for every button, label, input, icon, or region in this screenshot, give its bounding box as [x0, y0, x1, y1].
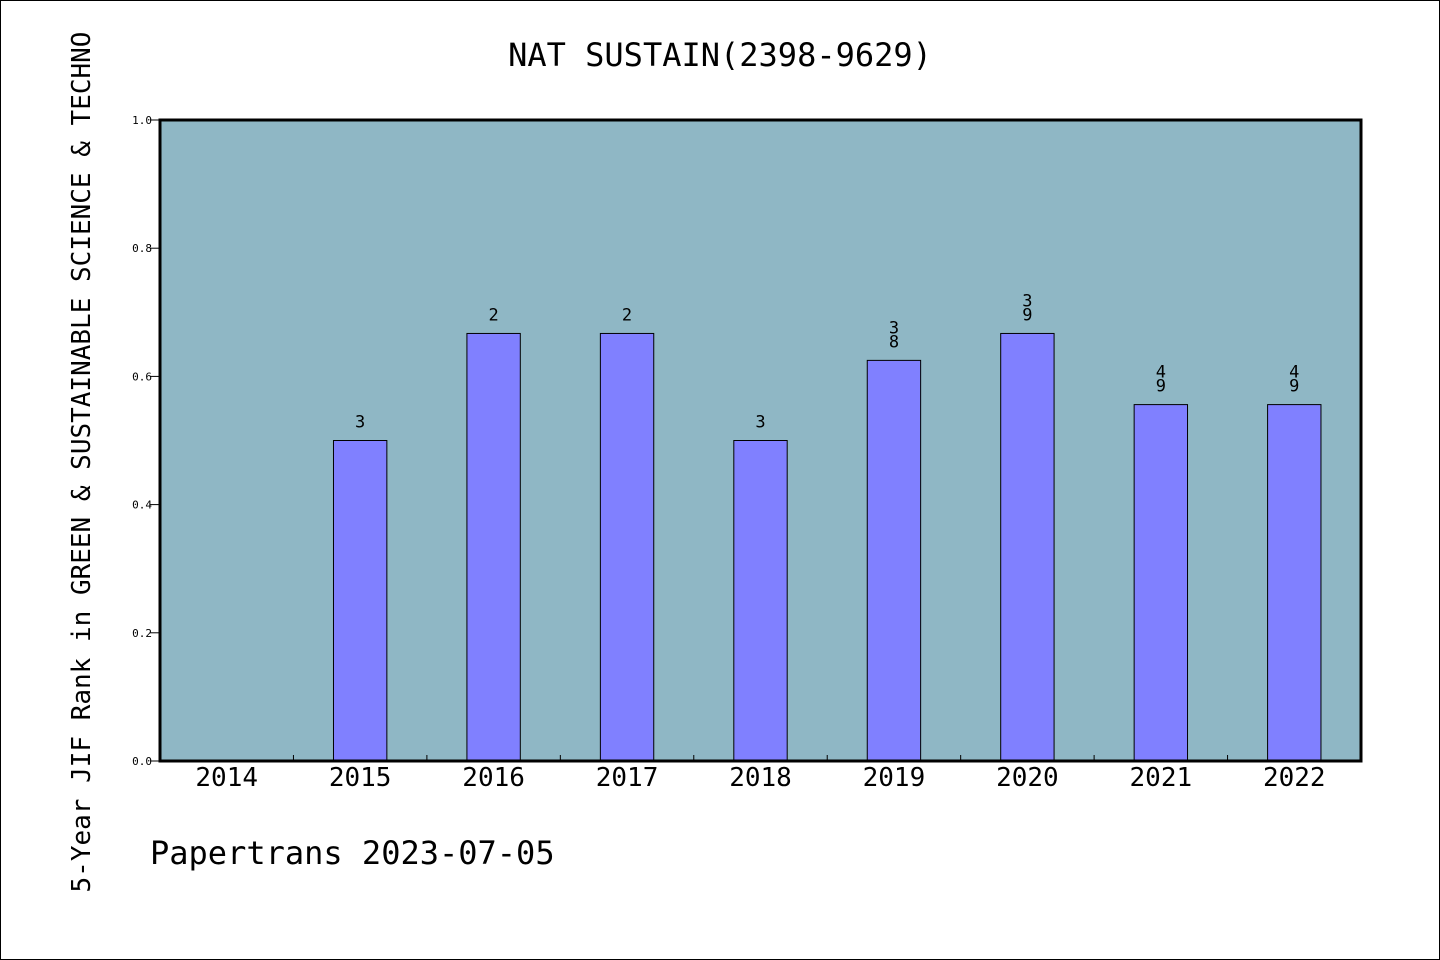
plot-border — [158, 118, 1363, 763]
x-tick-label: 2020 — [996, 763, 1059, 793]
data-labels: 3 2 2 3 3 8 3 9 4 9 4 9 — [355, 291, 1299, 432]
bar-2019 — [866, 359, 922, 762]
data-label-2016: 2 — [488, 305, 498, 325]
bar-2021 — [1133, 404, 1189, 762]
y-tick-label: 1.0 — [132, 114, 152, 127]
data-label-2017: 2 — [622, 305, 632, 325]
x-tick-label: 2017 — [596, 763, 659, 793]
bar-2020 — [1000, 332, 1055, 762]
footer-credit: Papertrans 2023-07-05 — [150, 834, 555, 872]
bar-2017 — [599, 332, 655, 762]
bar-series — [332, 332, 1322, 762]
data-label-2018: 3 — [755, 413, 765, 433]
y-axis-ticks: 0.0 0.2 0.4 0.6 0.8 1.0 — [132, 114, 160, 768]
x-tick-label: 2022 — [1263, 763, 1326, 793]
bar-2016 — [466, 332, 521, 762]
x-tick-label: 2015 — [329, 763, 392, 793]
chart-title: NAT SUSTAIN(2398-9629) — [508, 36, 932, 74]
x-tick-label: 2014 — [195, 763, 258, 793]
x-tick-label: 2021 — [1130, 763, 1193, 793]
x-axis-ticks: 2014 2015 2016 2017 2018 2019 2020 2021 2022 — [195, 755, 1326, 793]
bar-2015 — [332, 440, 388, 762]
x-tick-label: 2016 — [462, 763, 525, 793]
x-tick-label: 2019 — [863, 763, 926, 793]
x-tick-label: 2018 — [729, 763, 792, 793]
bar-2022 — [1267, 404, 1322, 762]
y-tick-label: 0.8 — [132, 242, 152, 255]
bar-2018 — [733, 440, 788, 762]
y-tick-label: 0.2 — [132, 627, 152, 640]
y-axis-label: 5-Year JIF Rank in GREEN & SUSTAINABLE S… — [67, 32, 97, 893]
y-tick-label: 0.6 — [132, 370, 152, 383]
data-label-2015: 3 — [355, 413, 365, 433]
y-tick-label: 0.4 — [132, 499, 152, 512]
y-tick-label: 0.0 — [132, 755, 152, 768]
